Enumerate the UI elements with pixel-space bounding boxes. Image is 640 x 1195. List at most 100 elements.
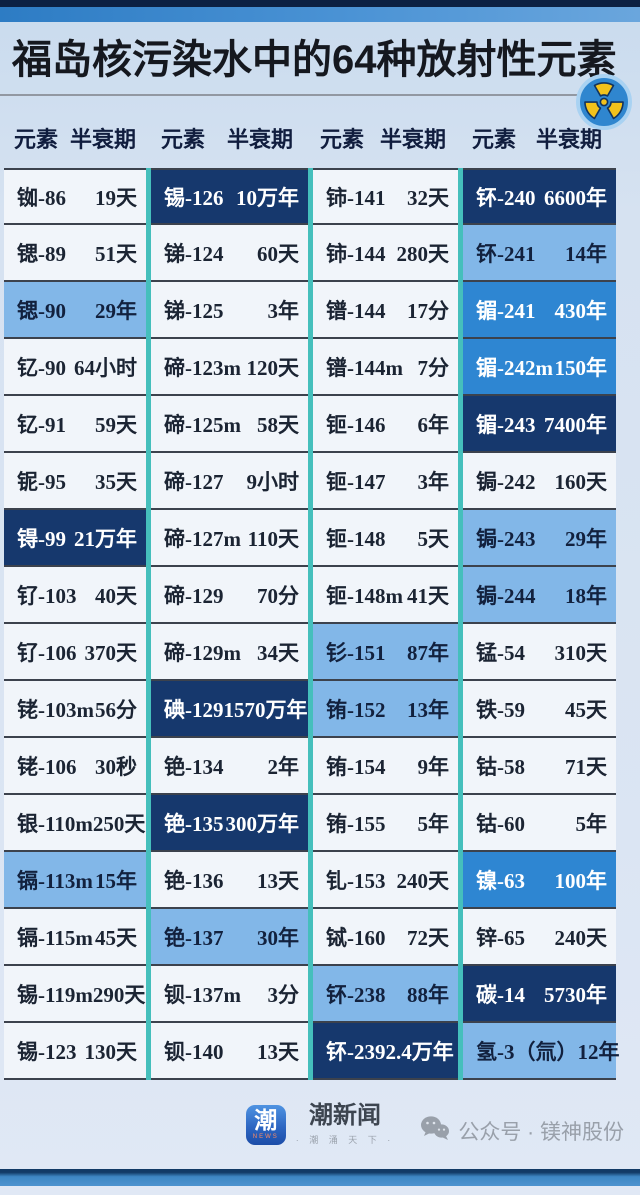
table-row: 钌-106 370天 xyxy=(4,624,146,681)
element-name: 钷-148 xyxy=(326,526,386,551)
element-name: 碲-123m xyxy=(164,355,241,380)
table-row: 钌-103 40天 xyxy=(4,567,146,624)
element-name: 铯-135 xyxy=(164,811,224,836)
logo-character: 潮 xyxy=(254,1107,278,1133)
bottom-blue-bar xyxy=(0,1169,640,1186)
elements-table: 铷-86 19天 锶-89 51天 锶-90 29年 钇-90 64小时 钇-91 59天 铌-95… xyxy=(4,168,620,1080)
half-life-value: 14年 xyxy=(565,241,607,266)
element-name: 氢-3（氚） xyxy=(476,1039,578,1064)
half-life-value: 60天 xyxy=(257,241,299,266)
half-life-value: 1570万年 xyxy=(223,697,308,722)
table-row: 钡-137m 3分 xyxy=(151,966,308,1023)
table-row: 镨-144 17分 xyxy=(313,282,458,339)
half-life-value: 29年 xyxy=(95,298,137,323)
half-life-value: 150年 xyxy=(554,355,608,380)
half-life-value: 130天 xyxy=(84,1039,138,1064)
half-life-value: 56分 xyxy=(95,697,137,722)
half-life-value: 6年 xyxy=(417,412,450,437)
logo-mini-label: NEWS xyxy=(252,1134,279,1140)
table-row: 钷-148 5天 xyxy=(313,510,458,567)
half-life-value: 5年 xyxy=(575,811,608,836)
element-name: 铯-136 xyxy=(164,868,224,893)
element-name: 锰-54 xyxy=(476,640,525,665)
table-row: 碲-129 70分 xyxy=(151,567,308,624)
half-life-value: 310天 xyxy=(554,640,608,665)
table-row: 钆-153 240天 xyxy=(313,852,458,909)
element-name: 锡-119m xyxy=(17,982,93,1007)
table-row: 铯-134 2年 xyxy=(151,738,308,795)
table-row: 碲-127 9小时 xyxy=(151,453,308,510)
half-life-value: 110天 xyxy=(247,526,299,551)
table-row: 铈-141 32天 xyxy=(313,168,458,225)
table-row: 碘-129 1570万年 xyxy=(151,681,308,738)
page-title: 福岛核污染水中的64种放射性元素 xyxy=(12,38,617,82)
element-name: 钇-91 xyxy=(17,412,66,437)
table-row: 锝-99 21万年 xyxy=(4,510,146,567)
half-life-value: 430年 xyxy=(554,298,608,323)
half-life-value: 32天 xyxy=(407,185,449,210)
table-row: 钚-241 14年 xyxy=(463,225,616,282)
half-life-value: 17分 xyxy=(407,298,449,323)
table-row: 铈-144 280天 xyxy=(313,225,458,282)
element-name: 锝-99 xyxy=(17,526,66,551)
element-name: 铁-59 xyxy=(476,697,525,722)
half-life-value: 2年 xyxy=(267,754,300,779)
half-life-value: 9年 xyxy=(417,754,450,779)
half-life-value: 18年 xyxy=(565,583,607,608)
table-row: 钚-240 6600年 xyxy=(463,168,616,225)
header-cell: 元素 半衰期 xyxy=(308,122,458,154)
half-life-value: 160天 xyxy=(554,469,608,494)
element-name: 钷-147 xyxy=(326,469,386,494)
half-life-value: 3年 xyxy=(417,469,450,494)
brand-tagline: · 潮 涌 天 下 · xyxy=(295,1134,395,1145)
half-life-value: 87年 xyxy=(407,640,449,665)
table-row: 碲-125m 58天 xyxy=(151,396,308,453)
table-row: 铷-86 19天 xyxy=(4,168,146,225)
table-row: 碳-14 5730年 xyxy=(463,966,616,1023)
element-name: 钚-240 xyxy=(476,185,536,210)
table-row: 钇-91 59天 xyxy=(4,396,146,453)
element-name: 铯-137 xyxy=(164,925,224,950)
brand-name: 潮新闻 xyxy=(309,1102,381,1130)
table-row: 钡-140 13天 xyxy=(151,1023,308,1080)
table-row: 锌-65 240天 xyxy=(463,909,616,966)
table-row: 镍-63 100年 xyxy=(463,852,616,909)
header-cell: 元素 半衰期 xyxy=(146,122,308,154)
half-life-value: 100年 xyxy=(554,868,608,893)
half-life-value: 9小时 xyxy=(246,469,300,494)
half-life-value: 3年 xyxy=(267,298,300,323)
table-row: 锡-123 130天 xyxy=(4,1023,146,1080)
watermark-text: 公众号 · 镁神股份 xyxy=(458,1121,624,1144)
element-name: 铈-144 xyxy=(326,241,386,266)
table-row: 铯-137 30年 xyxy=(151,909,308,966)
element-name: 钡-140 xyxy=(164,1039,224,1064)
table-row: 铕-155 5年 xyxy=(313,795,458,852)
half-life-value: 280天 xyxy=(396,241,450,266)
brand-block: 潮新闻 · 潮 涌 天 下 · xyxy=(295,1102,395,1145)
half-life-value: 290天 xyxy=(92,982,146,1007)
table-row: 氢-3（氚） 12年 xyxy=(463,1023,620,1080)
table-row: 碲-129m 34天 xyxy=(151,624,308,681)
table-column-3: 铈-141 32天 铈-144 280天 镨-144 17分 镨-144m 7分 钷-146 6年… xyxy=(308,168,458,1080)
half-life-value: 5年 xyxy=(417,811,450,836)
half-life-value: 370天 xyxy=(84,640,138,665)
table-row: 碲-127m 110天 xyxy=(151,510,308,567)
table-row: 镉-115m 45天 xyxy=(4,909,146,966)
element-name: 碘-129 xyxy=(164,697,224,722)
half-life-value: 12年 xyxy=(577,1039,620,1064)
half-life-value: 10万年 xyxy=(236,185,299,210)
half-life-value: 70分 xyxy=(257,583,299,608)
table-column-2: 锡-126 10万年 锑-124 60天 锑-125 3年 碲-123m 120天 碲-125m… xyxy=(146,168,308,1080)
table-column-4: 钚-240 6600年 钚-241 14年 镅-241 430年 镅-242m 150年 镅-2… xyxy=(458,168,620,1080)
element-name: 镅-241 xyxy=(476,298,536,323)
element-name: 钷-146 xyxy=(326,412,386,437)
element-header-label: 元素 xyxy=(160,127,205,152)
header-cell: 元素 半衰期 xyxy=(458,122,616,154)
element-name: 锶-90 xyxy=(17,298,66,323)
element-name: 锔-244 xyxy=(476,583,536,608)
half-life-value: 7分 xyxy=(417,355,450,380)
half-life-value: 29年 xyxy=(565,526,607,551)
half-life-value: 30秒 xyxy=(95,754,137,779)
element-name: 铕-152 xyxy=(326,697,386,722)
half-life-value: 6600年 xyxy=(544,185,607,210)
